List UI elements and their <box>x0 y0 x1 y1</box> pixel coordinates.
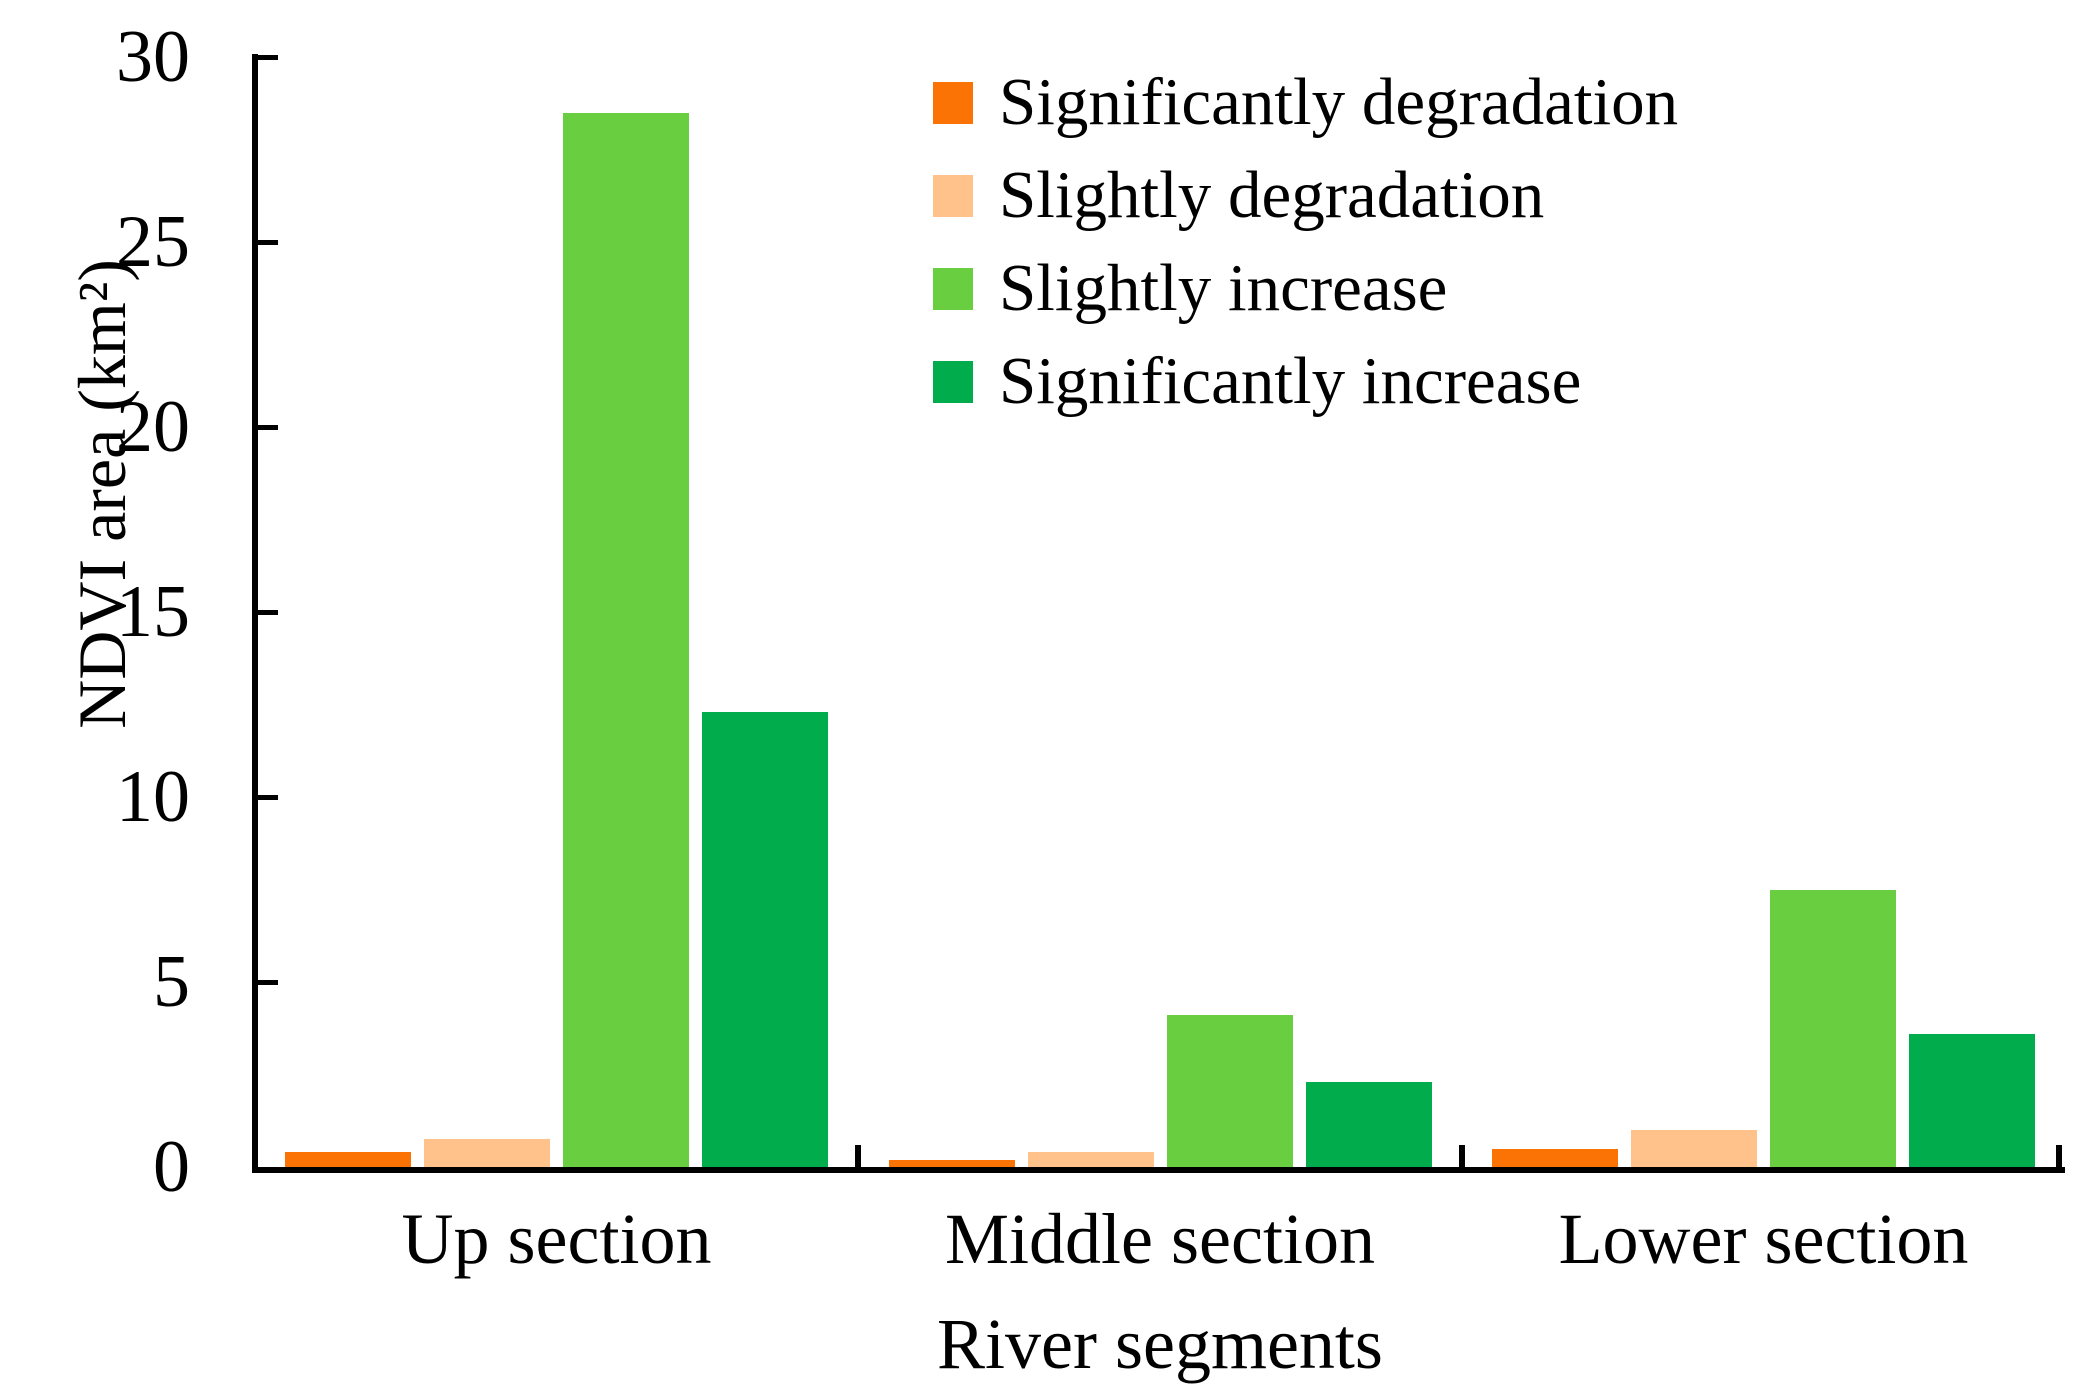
y-axis-line <box>252 54 258 1173</box>
x-category-label: Middle section <box>945 1199 1375 1279</box>
legend-label: Slightly increase <box>999 251 1448 325</box>
bar-significantly-increase-lower-section <box>1909 1033 2035 1167</box>
legend-item: Significantly degradation <box>933 56 1678 149</box>
y-tick-label: 15 <box>116 571 190 653</box>
legend-label: Slightly degradation <box>999 158 1545 232</box>
x-category-label: Lower section <box>1558 1199 1969 1279</box>
x-axis-line <box>252 1167 2065 1173</box>
y-tick-label: 10 <box>116 756 190 838</box>
bar-slightly-increase-up-section <box>563 112 689 1167</box>
legend-swatch-icon <box>933 267 973 310</box>
bar-slightly-degradation-middle-section <box>1027 1152 1154 1167</box>
legend-swatch-icon <box>933 360 973 403</box>
bar-significantly-increase-up-section <box>702 711 828 1167</box>
y-tick-mark <box>258 979 278 985</box>
y-tick-label: 30 <box>116 16 190 98</box>
y-tick-label: 20 <box>116 386 190 468</box>
legend-swatch-icon <box>933 81 973 124</box>
x-category-label: Up section <box>401 1199 712 1279</box>
bar-slightly-degradation-up-section <box>424 1139 550 1167</box>
x-tick-mark <box>1459 1145 1465 1167</box>
bar-significantly-increase-middle-section <box>1305 1081 1432 1167</box>
legend-item: Slightly degradation <box>933 149 1678 242</box>
legend-label: Significantly degradation <box>999 65 1679 139</box>
y-tick-label: 25 <box>116 201 190 283</box>
y-tick-label: 5 <box>153 941 190 1023</box>
bar-slightly-increase-middle-section <box>1166 1015 1293 1167</box>
y-tick-mark <box>258 239 278 245</box>
y-tick-mark <box>258 609 278 615</box>
bar-slightly-increase-lower-section <box>1770 889 1896 1167</box>
legend-swatch-icon <box>933 174 973 217</box>
x-axis-title: River segments <box>937 1304 1383 1384</box>
bar-significantly-degradation-lower-section <box>1492 1148 1618 1167</box>
y-tick-mark <box>258 794 278 800</box>
legend-item: Slightly increase <box>933 242 1678 335</box>
bar-significantly-degradation-up-section <box>285 1152 411 1167</box>
legend: Significantly degradation Slightly degrad… <box>933 56 1678 428</box>
x-tick-mark <box>2056 1145 2062 1167</box>
legend-item: Significantly increase <box>933 335 1678 428</box>
y-tick-mark <box>258 424 278 430</box>
bar-significantly-degradation-middle-section <box>888 1159 1015 1167</box>
bar-slightly-degradation-lower-section <box>1631 1130 1757 1167</box>
legend-label: Significantly increase <box>999 344 1582 418</box>
y-tick-mark <box>258 54 278 60</box>
y-tick-label: 0 <box>153 1126 190 1208</box>
x-tick-mark <box>855 1145 861 1167</box>
y-axis-title: NDVI area (km²) <box>64 259 140 729</box>
